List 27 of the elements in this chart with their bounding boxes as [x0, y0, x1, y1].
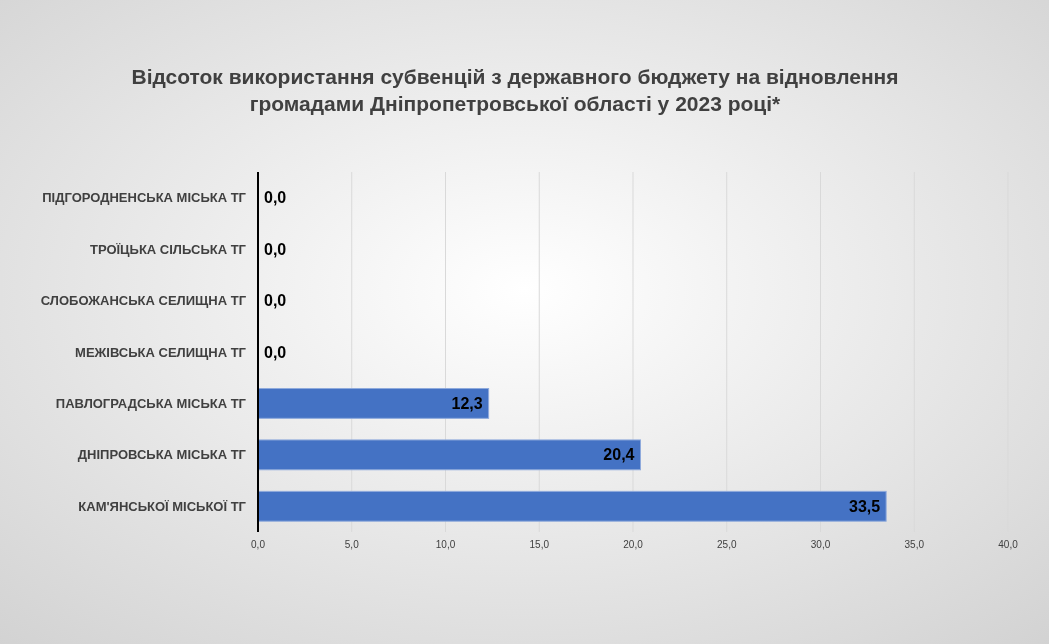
x-tick-label: 40,0 [998, 539, 1019, 550]
y-tick-label: СЛОБОЖАНСЬКА СЕЛИЩНА ТГ [40, 293, 247, 309]
x-tick-label: 30,0 [810, 539, 831, 550]
x-tick-label: 0,0 [251, 539, 266, 550]
data-label: 33,5 [848, 497, 881, 515]
data-label: 20,4 [603, 446, 635, 464]
data-label: 0,0 [264, 343, 287, 361]
x-tick-label: 20,0 [623, 539, 644, 550]
x-tick-label: 5,0 [344, 539, 360, 550]
x-tick-label: 35,0 [904, 539, 925, 550]
x-tick-label: 10,0 [435, 539, 456, 550]
chart-title: Відсоток використання субвенцій з державного бюджету на відновлення громадами Дніпропетровської області у 2023 році* [131, 65, 899, 115]
x-tick-label: 15,0 [529, 539, 550, 550]
y-tick-label: ТРОЇЦЬКА СІЛЬСЬКА ТГ [89, 241, 247, 257]
data-label: 12,3 [451, 395, 483, 413]
x-tick-label: 25,0 [717, 539, 737, 550]
bar [257, 388, 490, 419]
data-label: 0,0 [264, 292, 287, 310]
y-tick-label: ПАВЛОГРАДСЬКА МІСЬКА ТГ [55, 395, 247, 411]
data-label: 0,0 [264, 240, 287, 258]
y-tick-label: КАМ'ЯНСЬКОЇ МІСЬКОЇ ТГ [78, 498, 247, 514]
y-tick-label: МЕЖІВСЬКА СЕЛИЩНА ТГ [75, 344, 247, 360]
bar [257, 490, 887, 522]
y-tick-label: ПІДГОРОДНЕНСЬКА МІСЬКА ТГ [42, 190, 247, 206]
bar [257, 439, 641, 471]
y-tick-label: ДНІПРОВСЬКА МІСЬКА ТГ [77, 447, 247, 463]
data-label: 0,0 [264, 189, 287, 207]
